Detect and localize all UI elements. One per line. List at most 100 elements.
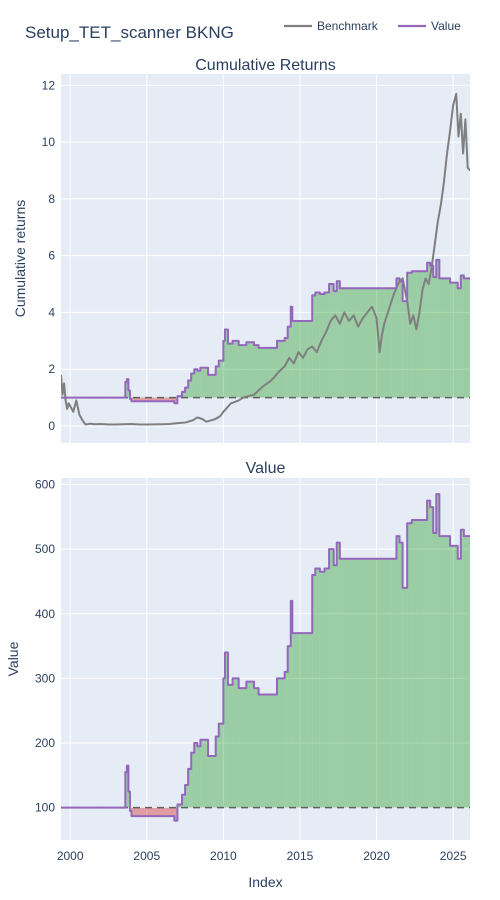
profit-fill-segment (287, 326, 291, 398)
profit-fill-segment (218, 723, 224, 808)
profit-fill-segment (433, 532, 437, 808)
benchmark-series-line (61, 92, 470, 426)
x-tick-label: 2025 (440, 849, 467, 863)
profit-fill-segment (238, 345, 247, 398)
profit-fill-segment (391, 288, 397, 398)
legend[interactable]: Benchmark Value (284, 19, 461, 33)
profit-fill-segment (336, 542, 340, 808)
profit-fill-segment (223, 678, 225, 808)
profit-fill-segment (407, 523, 412, 808)
profit-fill-segment (436, 494, 440, 808)
value-series-line (61, 258, 470, 405)
profit-fill-segment (439, 278, 446, 398)
loss-fill-segment (174, 807, 178, 821)
profit-fill-segment (430, 507, 434, 808)
profit-fill-segment (427, 500, 431, 808)
profit-fill-segment (287, 646, 291, 808)
y-tick-label: 500 (35, 542, 55, 556)
profit-fill-segment (299, 320, 308, 398)
profit-fill-segment (227, 684, 233, 808)
x-tick-label: 2020 (363, 849, 390, 863)
profit-fill-segment (329, 549, 334, 808)
profit-fill-segment (284, 337, 288, 398)
profit-fill-segment (292, 633, 300, 808)
profit-fill-segment (319, 293, 325, 398)
profit-fill-segment (342, 288, 346, 398)
profit-fill-segment (188, 380, 192, 398)
profit-fill-segment (342, 558, 346, 808)
plot-traces (61, 493, 470, 822)
profit-fill-segment (422, 271, 428, 398)
profit-fill-segment (208, 755, 216, 808)
loss-fill-segment (131, 397, 155, 402)
profit-fill-segment (339, 288, 343, 398)
profit-fill-segment (336, 281, 340, 398)
profit-fill-segment (391, 558, 397, 808)
y-tick-label: 200 (35, 736, 55, 750)
profit-fill-segment (345, 558, 362, 808)
profit-fill-segment (460, 275, 464, 398)
cumulative-returns-subplot: 0 2 4 6 8 10 12 Cumulative Returns Cumulative re… (12, 57, 470, 443)
profit-fill-segment (218, 360, 224, 398)
legend-benchmark-label: Benchmark (317, 19, 379, 33)
profit-fill-segment (450, 282, 454, 398)
profit-fill-segment (227, 343, 233, 398)
loss-fill-segment (154, 807, 170, 817)
profit-fill-segment (315, 568, 320, 808)
y-tick-label: 400 (35, 607, 55, 621)
profit-fill-segment (215, 736, 219, 808)
loss-fill-segment (169, 807, 175, 817)
profit-fill-segment (182, 391, 186, 398)
profit-fill-segment (269, 694, 277, 808)
profit-fill-segment (224, 652, 228, 808)
profit-fill-segment (450, 545, 454, 808)
profit-fill-segment (215, 366, 219, 398)
profit-fill-segment (445, 536, 451, 808)
plot-traces (61, 92, 470, 426)
profit-fill-segment (246, 342, 255, 398)
profit-fill-segment (453, 282, 458, 398)
y-tick-label: 12 (42, 78, 56, 92)
x-axis-title: Index (248, 874, 282, 890)
profit-fill-segment (258, 694, 270, 808)
profit-fill-segment (224, 329, 228, 398)
y-tick-label: 10 (42, 135, 56, 149)
loss-fill-segment (174, 397, 178, 404)
profit-fill-segment (254, 688, 259, 808)
profit-fill-segment (396, 536, 400, 808)
profit-fill-segment (430, 265, 434, 398)
profit-fill-segment (208, 374, 216, 398)
profit-fill-segment (416, 271, 423, 398)
profit-fill-segment (416, 520, 423, 808)
profit-fill-segment (258, 347, 270, 398)
profit-fill-segment (333, 291, 337, 398)
profit-fill-segment (191, 373, 195, 398)
profit-fill-segment (376, 288, 392, 398)
profit-fill-segment (290, 600, 293, 808)
profit-fill-segment (223, 340, 225, 398)
profit-fill-segment (361, 288, 377, 398)
profit-fill-segment (439, 536, 446, 808)
profit-fill-segment (463, 536, 470, 808)
y-tick-label: 100 (35, 801, 55, 815)
profit-fill-segment (407, 272, 412, 398)
profit-fill-segment (402, 301, 408, 398)
profit-fill-segment (185, 785, 189, 808)
profit-fill-segment (319, 571, 325, 808)
profit-fill-segment (460, 529, 464, 808)
profit-fill-segment (361, 558, 377, 808)
profit-fill-segment (238, 688, 247, 808)
subplot-title: Cumulative Returns (195, 57, 336, 74)
value-series-line (61, 493, 470, 822)
profit-fill-segment (433, 276, 437, 398)
profit-fill-segment (399, 542, 403, 808)
y-tick-label: 0 (48, 419, 55, 433)
legend-value-label: Value (431, 19, 461, 33)
x-tick-label: 2015 (287, 849, 314, 863)
profit-fill-segment (345, 288, 362, 398)
profit-fill-segment (194, 743, 198, 808)
profit-fill-segment (276, 678, 285, 808)
profit-fill-segment (177, 804, 183, 808)
